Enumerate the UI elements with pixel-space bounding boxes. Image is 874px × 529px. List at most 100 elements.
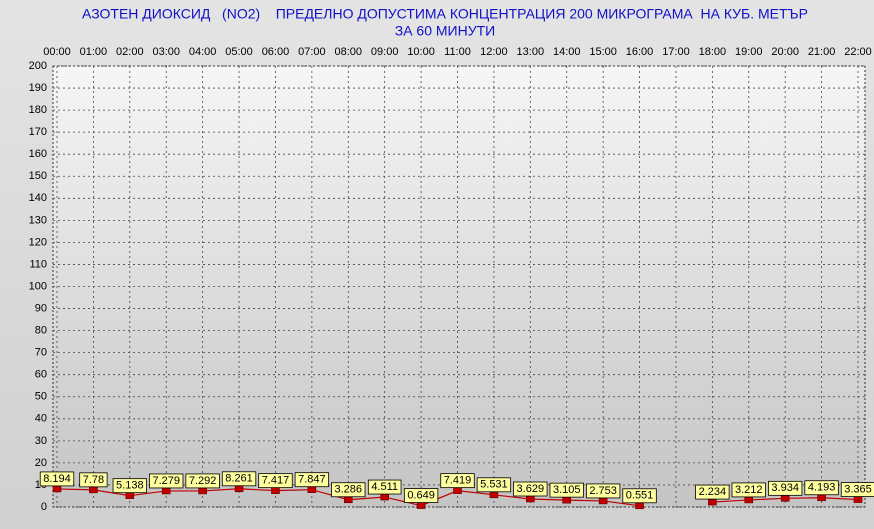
y-tick-label: 60 (35, 369, 47, 381)
y-tick-label: 110 (29, 258, 47, 270)
data-label: 3.934 (771, 482, 799, 494)
x-tick-label: 20:00 (771, 46, 799, 58)
y-tick-label: 160 (29, 148, 47, 160)
data-point (453, 487, 462, 494)
chart-subtitle: ЗА 60 МИНУТИ (395, 23, 496, 39)
x-tick-label: 21:00 (808, 46, 836, 58)
data-label-box (403, 488, 439, 503)
data-point (343, 496, 353, 504)
chart-title: АЗОТЕН ДИОКСИД (NO2) ПРЕДЕЛНО ДОПУСТИМА … (82, 6, 808, 22)
data-label: 3.286 (335, 484, 363, 496)
data-label-box (731, 482, 766, 498)
data-point (89, 486, 98, 494)
data-label: 7.847 (298, 474, 326, 486)
x-tick-label: 05:00 (225, 46, 253, 58)
x-tick-label: 06:00 (262, 46, 290, 58)
data-label-box (840, 482, 874, 497)
x-tick-label: 19:00 (735, 46, 763, 58)
data-label: 7.417 (262, 475, 290, 487)
data-label: 4.193 (808, 482, 836, 494)
x-tick-label: 22:00 (844, 46, 872, 58)
y-tick-label: 150 (29, 170, 47, 182)
x-tick-label: 14:00 (553, 46, 581, 58)
data-label-box (440, 473, 475, 489)
data-label-box (185, 473, 220, 489)
y-tick-label: 90 (35, 302, 47, 314)
data-label: 8.261 (225, 473, 253, 485)
data-point (52, 485, 62, 493)
y-tick-label: 180 (29, 104, 47, 116)
y-tick-label: 170 (29, 126, 47, 138)
data-point (234, 485, 244, 493)
y-tick-label: 130 (29, 214, 47, 226)
y-tick-label: 100 (29, 280, 47, 292)
y-tick-label: 190 (29, 82, 47, 94)
data-label: 7.419 (444, 475, 472, 487)
data-label: 0.551 (626, 490, 654, 502)
data-label: 7.279 (152, 475, 180, 487)
data-point (853, 496, 863, 503)
y-tick-label: 140 (29, 192, 47, 204)
data-point (271, 487, 280, 494)
x-tick-label: 11:00 (444, 46, 471, 58)
data-label-box (476, 477, 512, 493)
data-label-box (79, 472, 108, 488)
data-label-box (804, 480, 839, 496)
data-label-box (768, 480, 803, 496)
x-tick-label: 17:00 (662, 46, 690, 58)
data-point (416, 502, 426, 509)
data-label: 7.292 (189, 475, 217, 487)
data-label-box (695, 484, 730, 500)
data-label-box (367, 479, 402, 495)
data-label-box (513, 481, 548, 497)
y-tick-label: 200 (29, 60, 47, 72)
x-tick-label: 13:00 (517, 46, 545, 58)
data-label-box (112, 478, 147, 494)
data-point (708, 498, 717, 506)
x-tick-label: 01:00 (80, 46, 108, 58)
data-point (744, 496, 754, 504)
data-label-box (258, 473, 293, 489)
data-label: 2.234 (699, 486, 727, 498)
y-tick-label: 120 (29, 236, 47, 248)
y-tick-label: 20 (35, 457, 47, 469)
data-label: 4.511 (371, 481, 398, 493)
data-point (817, 494, 826, 502)
data-label: 5.531 (480, 479, 508, 491)
data-label: 3.212 (735, 484, 763, 496)
x-tick-label: 02:00 (116, 46, 144, 58)
data-point (526, 495, 535, 503)
data-point (562, 496, 572, 504)
data-point (635, 502, 644, 510)
data-label: 3.365 (844, 483, 872, 495)
x-tick-label: 08:00 (335, 46, 363, 58)
x-tick-label: 10:00 (407, 46, 435, 58)
data-label: 2.753 (589, 485, 617, 497)
x-tick-label: 12:00 (480, 46, 508, 58)
data-point (307, 486, 317, 493)
data-point (380, 493, 389, 501)
data-label-box (149, 473, 184, 489)
data-label: 8.194 (43, 473, 71, 485)
y-tick-label: 30 (35, 435, 47, 447)
x-tick-label: 16:00 (626, 46, 654, 58)
data-label: 3.629 (517, 483, 545, 495)
y-tick-label: 0 (41, 501, 47, 513)
data-label-box (622, 488, 657, 504)
y-tick-label: 50 (35, 391, 47, 403)
data-point (125, 492, 135, 499)
y-tick-label: 70 (35, 347, 47, 359)
x-tick-label: 00:00 (43, 46, 71, 58)
data-label: 5.138 (116, 480, 144, 492)
x-tick-label: 18:00 (699, 46, 727, 58)
data-label-box (585, 483, 621, 499)
data-point (780, 495, 790, 502)
y-tick-label: 80 (35, 325, 47, 337)
x-tick-label: 09:00 (371, 46, 399, 58)
data-label-box (294, 472, 330, 488)
data-label: 3.105 (553, 484, 581, 496)
data-label-box (39, 471, 75, 487)
x-tick-label: 03:00 (152, 46, 180, 58)
data-label-box (549, 482, 584, 498)
